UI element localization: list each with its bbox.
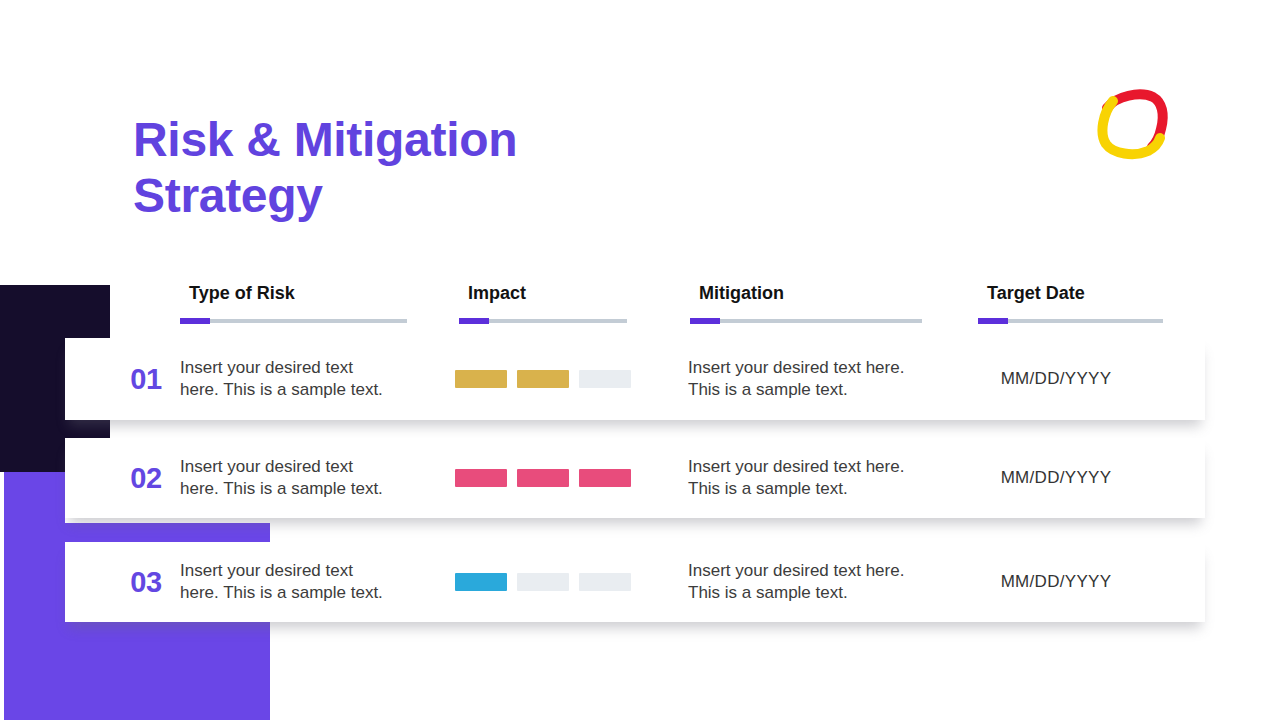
column-header-target-date: Target Date — [978, 283, 1163, 304]
column-header-type-of-risk: Type of Risk — [180, 283, 407, 304]
underline-accent — [978, 318, 1008, 324]
impact-bar-segment — [455, 469, 507, 487]
impact-bar-segment — [579, 469, 631, 487]
page-title-line-1: Risk & Mitigation — [133, 113, 517, 166]
underline-track — [180, 319, 407, 323]
target-date: MM/DD/YYYY — [965, 468, 1147, 488]
presentation-slide: Risk & Mitigation Strategy Type of Risk … — [0, 0, 1280, 720]
row-number: 02 — [125, 462, 167, 495]
impact-bar-segment — [579, 370, 631, 388]
row-number: 01 — [125, 363, 167, 396]
impact-bar-segment — [455, 573, 507, 591]
page-title-line-2: Strategy — [133, 169, 323, 222]
row-number: 03 — [125, 566, 167, 599]
impact-meter — [455, 573, 631, 591]
underline-accent — [180, 318, 210, 324]
impact-bar-segment — [517, 573, 569, 591]
brand-logo-icon — [1096, 87, 1172, 163]
underline-accent — [690, 318, 720, 324]
mitigation-text: Insert your desired text here. This is a… — [688, 560, 908, 604]
mitigation-text: Insert your desired text here. This is a… — [688, 456, 908, 500]
column-header-label: Type of Risk — [180, 283, 407, 304]
column-header-label: Impact — [459, 283, 627, 304]
impact-meter — [455, 469, 631, 487]
risk-row-01: 01 Insert your desired text here. This i… — [65, 338, 1205, 420]
column-header-underline — [690, 318, 922, 324]
underline-accent — [459, 318, 489, 324]
mitigation-text: Insert your desired text here. This is a… — [688, 357, 908, 401]
risk-row-02: 02 Insert your desired text here. This i… — [65, 438, 1205, 518]
impact-bar-segment — [579, 573, 631, 591]
column-header-label: Target Date — [978, 283, 1163, 304]
risk-text: Insert your desired text here. This is a… — [180, 357, 392, 401]
column-header-underline — [459, 318, 627, 324]
risk-row-03: 03 Insert your desired text here. This i… — [65, 542, 1205, 622]
impact-bar-segment — [455, 370, 507, 388]
column-header-impact: Impact — [459, 283, 627, 304]
target-date: MM/DD/YYYY — [965, 572, 1147, 592]
risk-text: Insert your desired text here. This is a… — [180, 560, 392, 604]
impact-bar-segment — [517, 469, 569, 487]
column-header-label: Mitigation — [690, 283, 922, 304]
target-date: MM/DD/YYYY — [965, 369, 1147, 389]
risk-text: Insert your desired text here. This is a… — [180, 456, 392, 500]
page-title: Risk & Mitigation Strategy — [133, 112, 693, 224]
column-header-underline — [978, 318, 1163, 324]
impact-bar-segment — [517, 370, 569, 388]
impact-meter — [455, 370, 631, 388]
column-header-mitigation: Mitigation — [690, 283, 922, 304]
column-header-underline — [180, 318, 407, 324]
underline-track — [690, 319, 922, 323]
logo-yellow-stroke — [1102, 101, 1160, 154]
